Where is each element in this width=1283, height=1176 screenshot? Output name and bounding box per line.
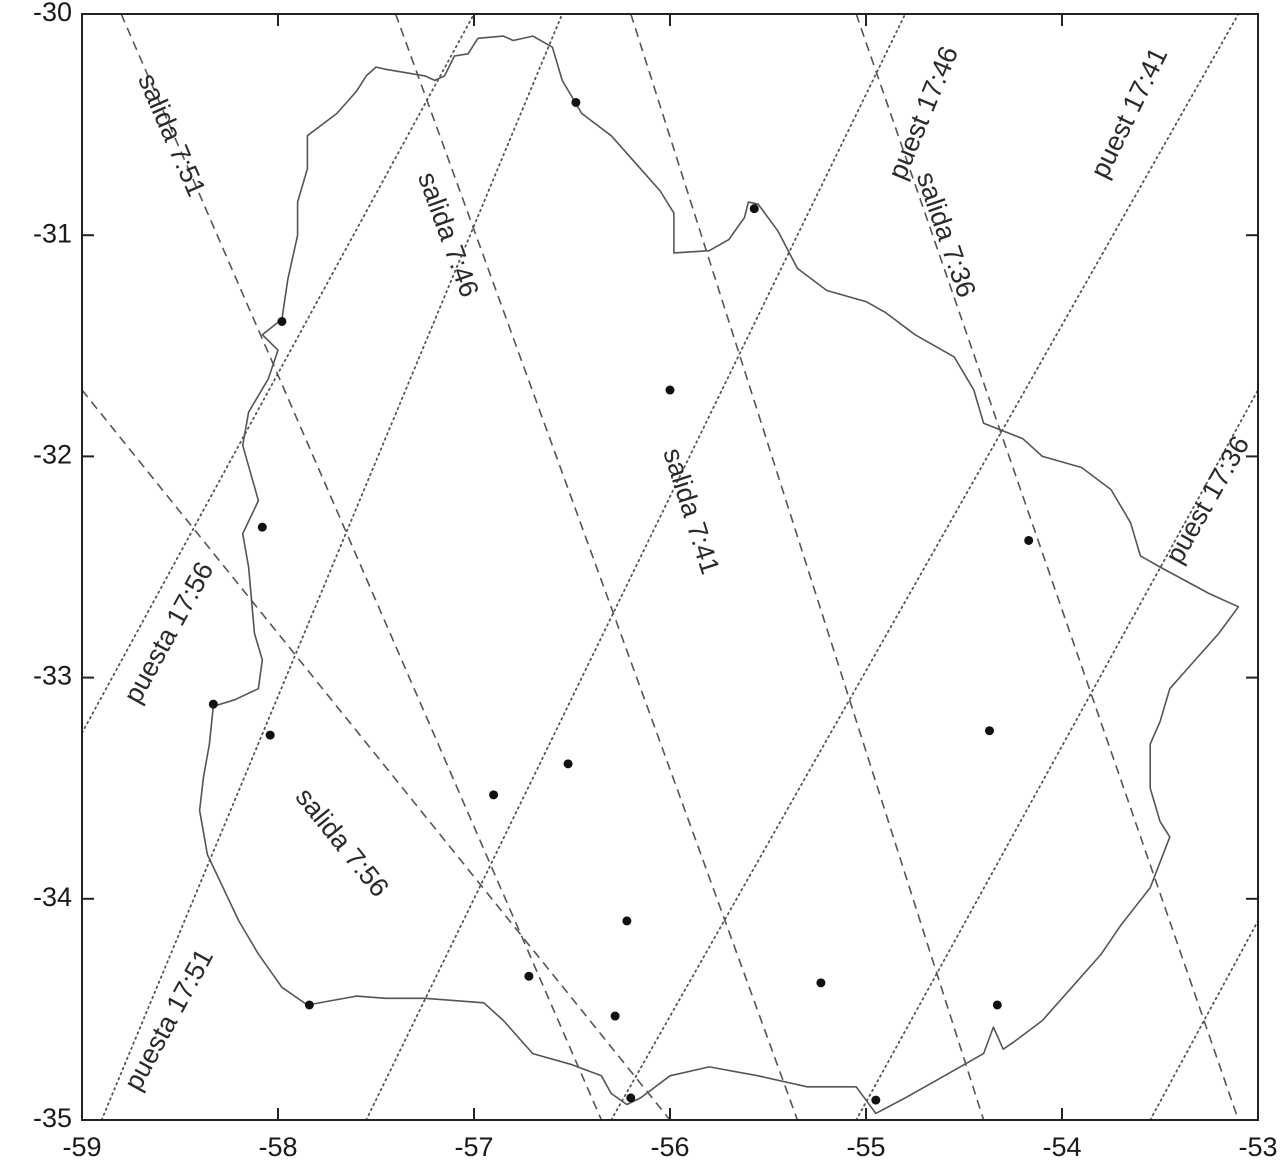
sunrise-dashed-line-0 xyxy=(120,14,603,1120)
isoline-labels-layer: salida 7:51 salida 7:46 salida 7:41 salida … xyxy=(118,42,1255,1095)
city-point xyxy=(1024,535,1034,545)
axis-ticks-layer: -59 -58 -57 -56 -55 -54 -53 -30 -31 -32 -33 -34 -35 xyxy=(33,0,1278,1162)
sunset-dotted-line-0 xyxy=(100,14,564,1120)
city-point xyxy=(984,726,994,736)
city-point xyxy=(304,1000,314,1010)
sunset-dotted-line-5 xyxy=(1149,920,1258,1120)
x-tick-label: -58 xyxy=(258,1132,297,1162)
city-point xyxy=(571,97,581,107)
sunrise-label-4: salida 7:56 xyxy=(290,782,395,903)
x-tick-label: -55 xyxy=(846,1132,885,1162)
y-tick-label: -31 xyxy=(33,218,72,248)
country-outline-layer xyxy=(198,35,1240,1115)
city-point xyxy=(992,1000,1002,1010)
city-point xyxy=(524,971,534,981)
city-point xyxy=(665,385,675,395)
sunrise-label-1: salida 7:46 xyxy=(412,168,485,301)
y-tick-label: -34 xyxy=(33,882,72,912)
sunrise-label-0: salida 7:51 xyxy=(132,69,212,201)
sunrise-label-3: salida 7:36 xyxy=(911,168,982,301)
city-points-layer xyxy=(208,97,1034,1105)
sunrise-label-2: salida 7:41 xyxy=(657,444,725,578)
city-point xyxy=(816,978,826,988)
city-point xyxy=(277,316,287,326)
sunset-label-1: puest 17:41 xyxy=(1085,43,1174,183)
x-tick-label: -54 xyxy=(1042,1132,1081,1162)
city-point xyxy=(257,522,267,532)
city-point xyxy=(489,790,499,800)
sunset-dotted-line-1 xyxy=(365,14,907,1120)
sunset-dotted-line-3 xyxy=(855,389,1258,1120)
isoline-layer xyxy=(82,14,1258,1120)
x-tick-label: -59 xyxy=(62,1132,101,1162)
city-point xyxy=(208,699,218,709)
city-point xyxy=(610,1011,620,1021)
sunset-label-3: puesta 17:56 xyxy=(118,557,220,708)
sunrise-dashed-line-4 xyxy=(82,389,671,1120)
sunset-label-0: puest 17:46 xyxy=(882,42,964,184)
x-tick-label: -53 xyxy=(1238,1132,1277,1162)
y-tick-label: -32 xyxy=(33,440,72,470)
city-point xyxy=(265,730,275,740)
sunrise-dashed-line-2 xyxy=(630,14,985,1120)
country-border xyxy=(198,35,1240,1115)
x-tick-label: -57 xyxy=(454,1132,493,1162)
sunrise-dashed-line-3 xyxy=(855,14,1240,1120)
city-point xyxy=(871,1095,881,1105)
city-point xyxy=(626,1093,636,1103)
city-point xyxy=(622,916,632,926)
city-point xyxy=(749,204,759,214)
x-tick-label: -56 xyxy=(650,1132,689,1162)
sunset-label-4: puesta 17:51 xyxy=(118,944,219,1095)
y-tick-label: -33 xyxy=(33,661,72,691)
y-tick-label: -30 xyxy=(33,0,72,27)
sunset-label-2: puest 17:36 xyxy=(1160,431,1256,569)
sunset-dotted-line-4 xyxy=(82,14,475,734)
y-tick-label: -35 xyxy=(33,1103,72,1133)
sunrise-dashed-line-1 xyxy=(394,14,799,1120)
city-point xyxy=(563,759,573,769)
